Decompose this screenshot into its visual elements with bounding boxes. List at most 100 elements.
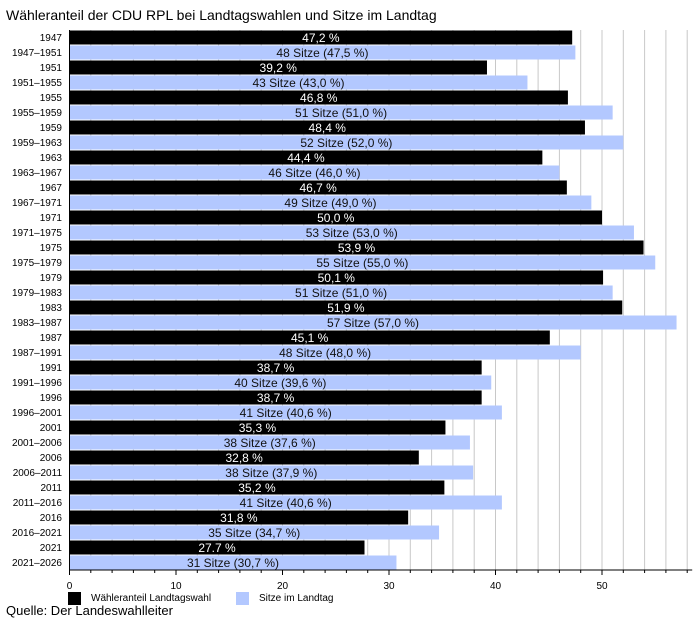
category-label: 1959–1963 [12,138,62,149]
x-tick-label: 30 [383,581,395,592]
category-label: 1983 [40,303,63,314]
data-label: 51,9 % [327,301,365,315]
data-label: 53 Sitze (53,0 %) [306,226,398,240]
category-label: 1947 [40,33,63,44]
bar-vote [69,330,550,345]
data-label: 44,4 % [287,151,325,165]
category-label: 2021–2026 [12,558,62,569]
bar-seats [69,45,576,60]
category-label: 2001–2006 [12,438,62,449]
bar-seats [69,435,470,450]
legend-item-seats: Sitze im Landtag [236,592,334,605]
data-label: 46,7 % [299,181,337,195]
bar-vote [69,120,585,135]
data-label: 46,8 % [300,91,338,105]
category-label: 1975–1979 [12,258,62,269]
data-label: 55 Sitze (55,0 %) [316,256,408,270]
data-label: 40 Sitze (39,6 %) [234,376,326,390]
bar-vote [69,300,623,315]
bar-seats [69,195,592,210]
data-label: 39,2 % [260,61,298,75]
category-label: 1951–1955 [12,78,62,89]
bar-vote [69,60,487,75]
bar-vote [69,390,482,405]
data-label: 52 Sitze (52,0 %) [300,136,392,150]
data-label: 32,8 % [225,451,263,465]
data-label: 41 Sitze (40,6 %) [240,496,332,510]
category-label: 2006–2011 [13,468,63,479]
category-label: 1983–1987 [12,318,62,329]
chart-title: Wähleranteil der CDU RPL bei Landtagswah… [6,7,437,23]
bar-vote [69,90,568,105]
x-tick-label: 20 [277,581,289,592]
x-tick-label: 0 [67,581,73,592]
data-label: 38,7 % [257,361,295,375]
bar-vote [69,240,644,255]
category-label: 1991 [40,363,63,374]
bar-vote [69,210,602,225]
data-label: 38,7 % [257,391,295,405]
bar-seats [69,525,440,540]
x-tick-label: 40 [490,581,502,592]
bar-seats [69,405,502,420]
data-label: 38 Sitze (37,6 %) [224,436,316,450]
legend-swatch-seats [236,592,249,605]
data-label: 27.7 % [198,541,236,555]
category-label: 1996 [40,393,63,404]
data-label: 46 Sitze (46,0 %) [268,166,360,180]
data-label: 49 Sitze (49,0 %) [284,196,376,210]
data-label: 48,4 % [309,121,347,135]
bar-seats [69,495,502,510]
data-label: 35 Sitze (34,7 %) [208,526,300,540]
data-label: 35,3 % [239,421,277,435]
data-label: 48 Sitze (47,5 %) [276,46,368,60]
bar-vote [69,30,573,45]
bar-vote [69,450,419,465]
bar-vote [69,540,365,555]
bar-seats [69,345,581,360]
bar-seats [69,225,634,240]
category-label: 1963 [40,153,63,164]
data-label: 38 Sitze (37,9 %) [225,466,317,480]
category-label: 1987 [40,333,63,344]
data-label: 45,1 % [291,331,329,345]
bar-seats [69,75,528,90]
data-label: 41 Sitze (40,6 %) [240,406,332,420]
category-label: 2016–2021 [12,528,62,539]
legend-label-seats: Sitze im Landtag [259,593,334,604]
category-label: 1967 [40,183,63,194]
category-label: 1959 [40,123,63,134]
category-label: 2011–2016 [13,498,63,509]
data-label: 53,9 % [338,241,376,255]
data-label: 31,8 % [220,511,258,525]
bar-seats [69,165,560,180]
category-label: 1991–1996 [12,378,62,389]
category-label: 1971–1975 [12,228,62,239]
bar-vote [69,480,445,495]
category-label: 1963–1967 [12,168,62,179]
data-label: 51 Sitze (51,0 %) [295,106,387,120]
category-label: 1955–1959 [12,108,62,119]
category-label: 2021 [40,543,63,554]
category-label: 2016 [40,513,63,524]
x-tick-label: 10 [170,581,182,592]
data-label: 51 Sitze (51,0 %) [295,286,387,300]
category-label: 1987–1991 [12,348,62,359]
bar-seats [69,465,474,480]
bar-seats [69,285,613,300]
bar-vote [69,270,604,285]
category-label: 1971 [40,213,63,224]
bar-seats [69,255,656,270]
bar-seats [69,375,492,390]
bar-vote [69,420,446,435]
data-label: 31 Sitze (30,7 %) [187,556,279,570]
category-label: 1996–2001 [12,408,62,419]
data-label: 57 Sitze (57,0 %) [327,316,419,330]
category-label: 1951 [40,63,63,74]
legend-swatch-vote [68,592,81,605]
category-label: 2001 [40,423,63,434]
bar-seats [69,105,613,120]
bar-seats [69,555,397,570]
bar-seats [69,135,624,150]
